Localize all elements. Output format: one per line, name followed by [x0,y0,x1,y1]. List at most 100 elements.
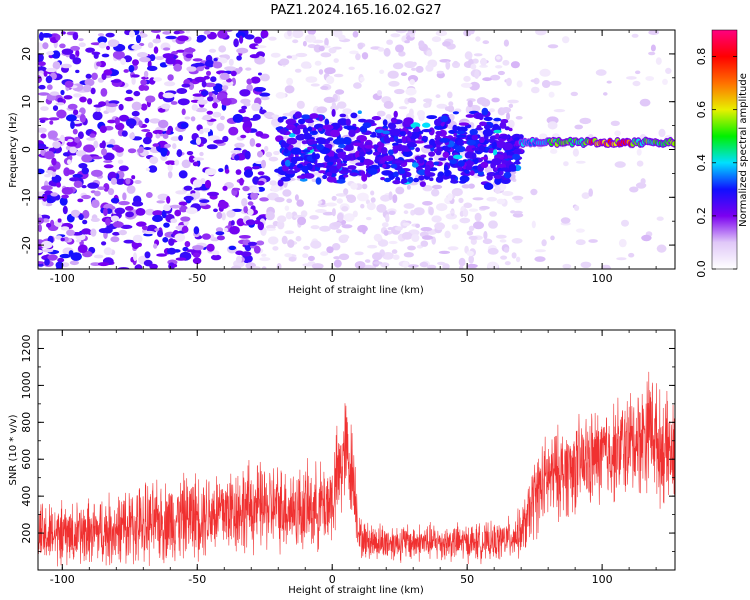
spectrogram-cell [437,261,446,266]
spectrogram-cell [423,144,434,149]
spectrogram-cell [249,117,259,121]
spectrogram-cell [493,174,502,179]
spectrogram-cell [143,70,149,78]
spectrogram-cell [141,225,148,231]
spectrogram-cell [163,222,170,228]
spectrogram-cell [260,73,270,82]
spectrogram-cell [216,211,223,219]
spectrogram-cell [164,143,171,148]
spectrogram-cell [79,114,86,123]
spectrogram-cell [238,109,246,114]
spectrogram-cell [347,165,357,170]
spectrogram-cell [458,257,466,267]
spectrogram-cell [494,185,501,194]
spectrogram-cell [639,98,651,107]
spectrogram-cell [244,150,251,160]
spectrogram-cell [431,215,442,223]
spectrogram-cell [474,69,480,79]
spectrogram-cell [204,82,216,88]
spectrogram-cell [480,161,489,168]
spectrogram-cell [199,151,204,157]
spectrogram-cell [487,261,499,269]
spectrogram-cell [497,70,505,76]
spectrogram-cell [302,40,307,47]
spectrogram-cell [297,216,307,226]
spectrogram-cell [390,163,398,169]
spectrogram-cell [431,36,442,43]
spectrogram-cell [212,61,223,69]
spectrogram-cell [354,251,364,256]
spectrogram-cell [52,61,61,70]
spectrogram-cell [245,67,252,71]
spectrogram-cell [372,252,383,261]
spectrogram-cell [575,160,586,164]
spectrogram-cell [386,39,393,45]
spectrogram-cell [387,70,399,79]
spectrogram-cell [230,220,235,226]
spectrogram-cell [364,144,375,149]
spectrogram-cell [417,110,425,118]
spectrogram-cell [55,235,63,240]
spectrogram-cell [286,138,298,145]
spectrogram-cell [213,139,225,144]
spectrogram-cell [165,160,177,166]
spectrogram-cell [315,209,327,213]
spectrogram-cell [78,38,84,42]
spectrogram-cell [170,101,178,105]
spectrogram-cell [277,179,284,187]
spectrogram-cell [316,143,324,151]
spectrogram-cell [240,251,252,257]
spectrogram-cell [516,80,523,88]
spectrogram-cell [655,57,662,65]
spectrogram-cell [196,38,204,43]
spectrogram-cell [250,186,260,194]
spectrogram-cell [495,133,500,139]
spectrogram-cell [449,210,455,214]
spectrogram-cell [407,97,417,104]
spectrogram-cell [421,129,432,133]
spectrogram-cell [403,117,414,125]
spectrogram-cell [300,61,312,69]
spectrogram-cell [38,32,44,41]
spectrogram-cell [641,234,652,242]
snr-x-tick-label: 50 [460,573,474,586]
spectrogram-cell [382,155,394,162]
spectrogram-cell [230,150,242,154]
spectrogram-cell [77,244,88,253]
spectrogram-cell [482,40,490,45]
spectrogram-cell [479,136,485,144]
spectrogram-cell [44,202,53,207]
spectrogram-cell [292,156,304,161]
spectrogram-cell [357,110,362,114]
spectrogram-cell [336,198,343,204]
spectrogram-cell [246,78,253,85]
spectrogram-cell [493,149,498,156]
spectrogram-cell [636,148,642,156]
spectrogram-cell [181,159,191,169]
spectrogram-cell [319,225,331,232]
spectrogram-cell [377,47,385,52]
spectrogram-cell [199,199,210,204]
spectrogram-cell [284,159,291,167]
spectrogram-cell [333,138,345,145]
spectrogram-cell [328,165,340,174]
spectrogram-cell [270,52,281,58]
spectrogram-cell [284,230,295,235]
spectrogram-cell [563,161,569,167]
spectrogram-cell [38,127,47,133]
spectrogram-cell [404,61,416,69]
spectrogram-cell [268,156,279,162]
figure-title: PAZ1.2024.165.16.02.G27 [270,3,441,18]
spectrogram-cell [359,151,366,157]
spectrogram-cell [305,119,315,124]
spectrogram-cell [539,68,551,77]
spectrogram-cell [418,175,425,181]
spectrogram-cell [352,210,358,218]
spectrogram-cell [531,86,540,94]
spectrogram-cell [343,213,355,222]
spectrogram-cell [428,127,435,136]
spectrogram-cell [125,118,137,127]
spectrogram-cell [503,247,510,253]
spectrogram-cell [316,137,326,145]
